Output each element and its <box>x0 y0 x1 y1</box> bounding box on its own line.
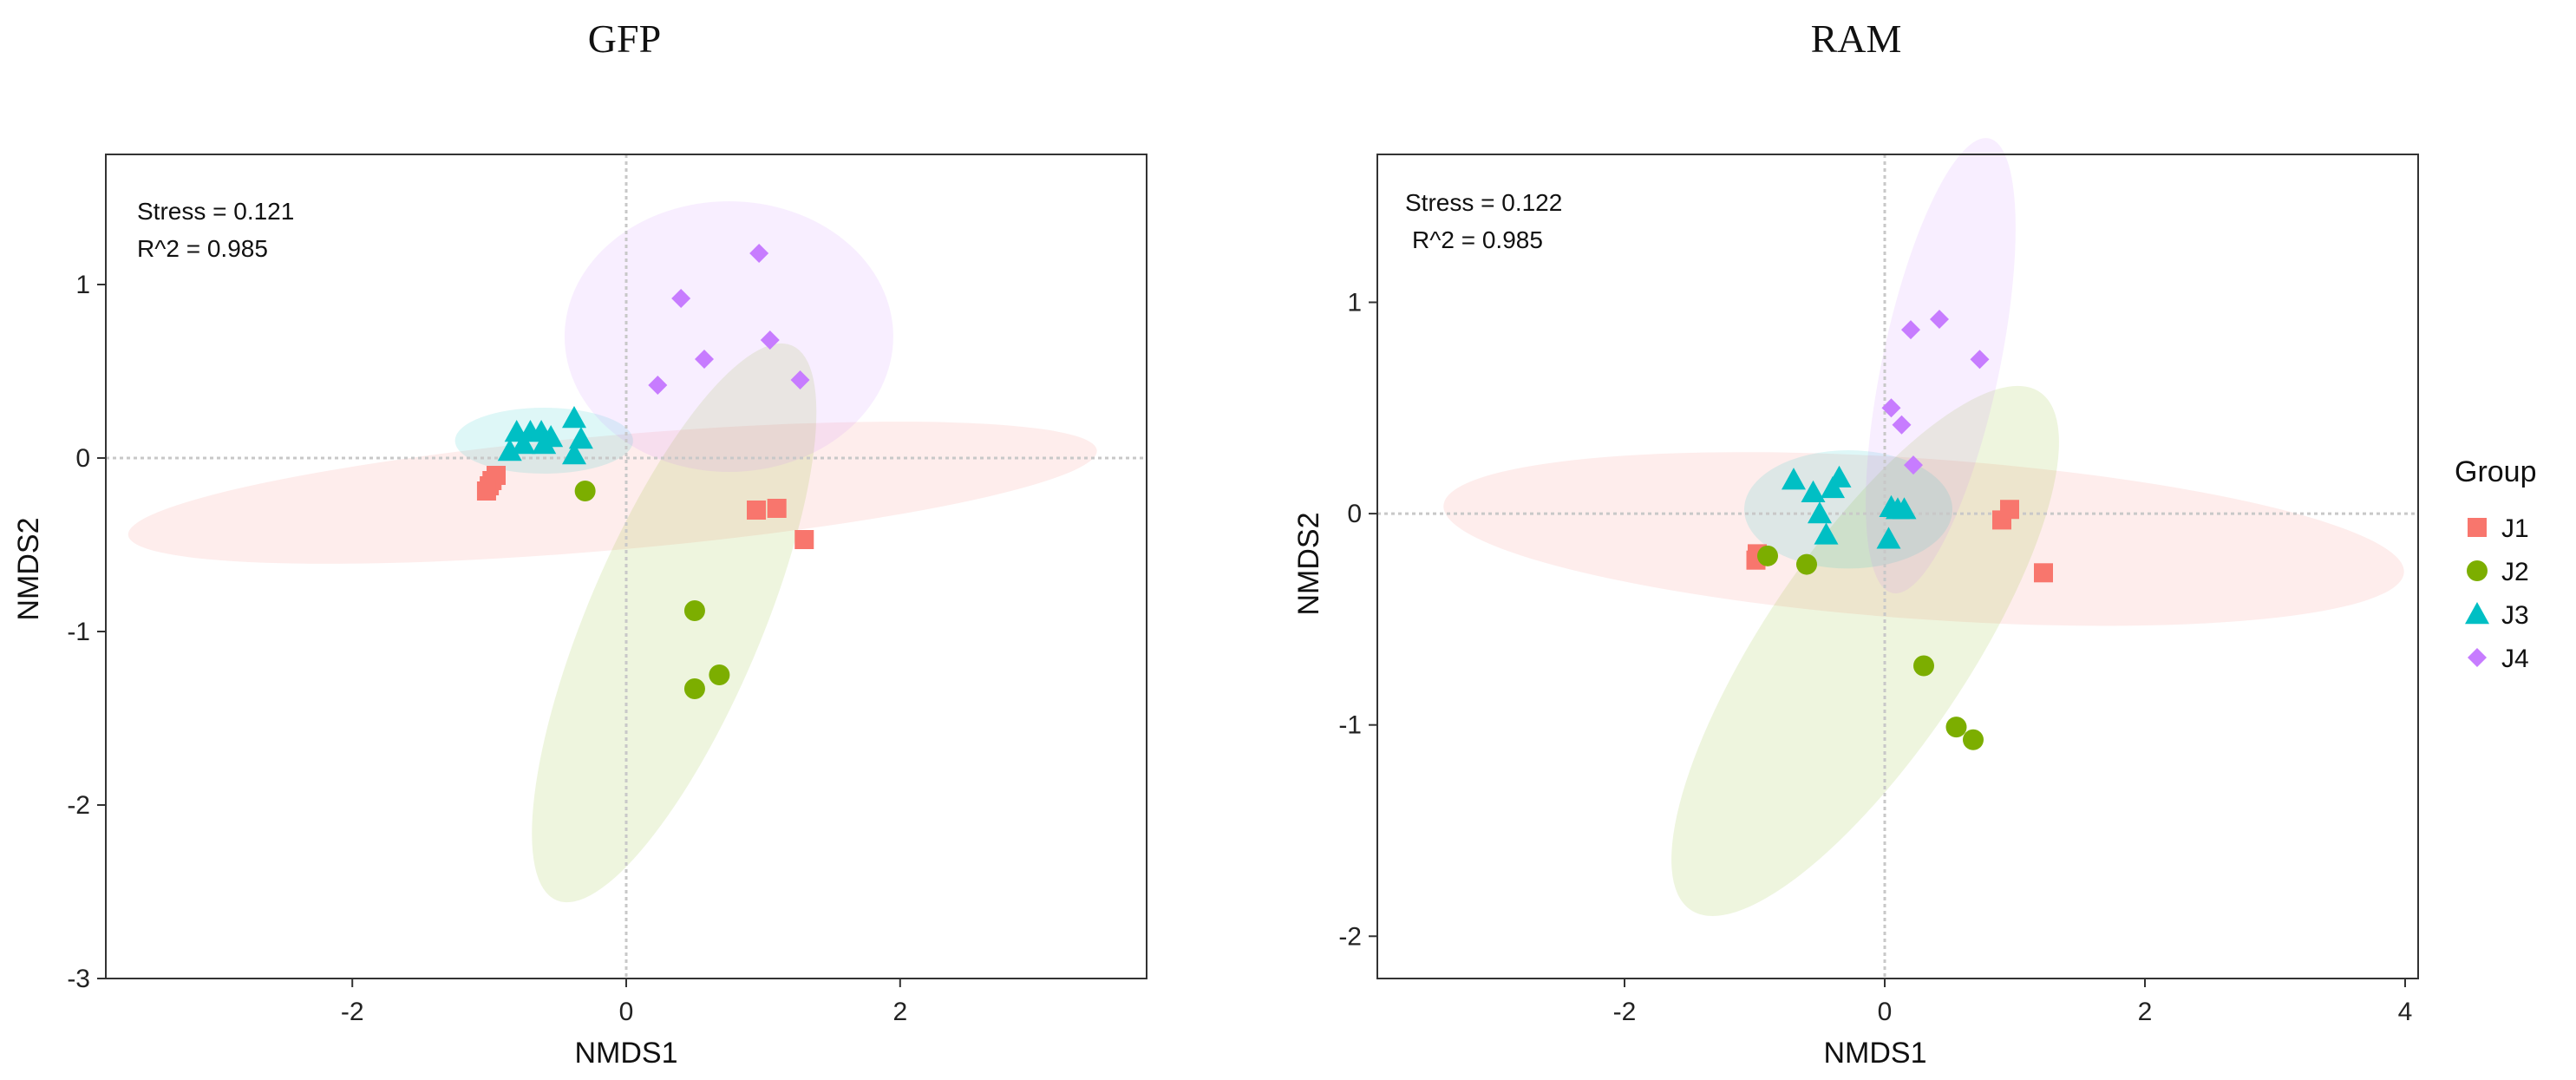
panel-gfp: GFP -2 0 2 -3 -2 -1 0 1 Stress = 0.121 R^2 = 0… <box>12 16 1147 1070</box>
legend-title: Group <box>2455 455 2537 488</box>
data-point-j4 <box>1901 320 1920 340</box>
data-point-j3 <box>562 442 586 465</box>
x-axis-ticks: -2 0 2 <box>341 979 907 1026</box>
data-point-j1 <box>794 530 814 549</box>
confidence-ellipse-j1 <box>127 422 1097 564</box>
y-axis-label: NMDS2 <box>1292 512 1325 615</box>
x-axis-ticks: -2 0 2 4 <box>1613 979 2413 1026</box>
data-point-j1 <box>747 501 766 520</box>
x-tick-label: 2 <box>892 998 907 1026</box>
data-point-j2 <box>709 664 730 685</box>
ellipse-layer <box>1443 138 2404 916</box>
legend-label-j1: J1 <box>2501 514 2529 543</box>
chart-title: GFP <box>588 16 661 61</box>
data-point-j3 <box>1782 468 1806 490</box>
y-tick-label: 1 <box>75 271 90 299</box>
data-point-j3 <box>568 427 593 449</box>
x-tick-label: -2 <box>1613 998 1637 1026</box>
legend-items: J1 J2 J3 J4 <box>2465 514 2529 673</box>
legend-key-j2 <box>2467 560 2488 581</box>
legend-label-j2: J2 <box>2501 558 2529 586</box>
y-axis-ticks: -2 -1 0 1 <box>1338 289 1377 951</box>
x-axis-label: NMDS1 <box>1823 1037 1926 1070</box>
x-tick-label: 4 <box>2398 998 2413 1026</box>
data-point-j2 <box>683 678 705 699</box>
data-point-j2 <box>1913 655 1934 677</box>
data-point-j3 <box>532 432 557 455</box>
data-point-j4 <box>760 331 780 350</box>
panel-ram: RAM -2 0 2 4 -2 -1 0 1 Stress = 0.122 R^2 = 0.… <box>1292 16 2419 1070</box>
y-tick-label: -3 <box>67 965 90 993</box>
data-point-j2 <box>1796 553 1817 575</box>
x-tick-label: 0 <box>619 998 634 1026</box>
r2-annotation: R^2 = 0.985 <box>1412 226 1543 253</box>
y-tick-label: 0 <box>75 444 90 473</box>
data-point-j3 <box>1886 497 1910 520</box>
x-tick-label: -2 <box>341 998 364 1026</box>
ellipse-layer <box>127 201 1097 903</box>
data-point-j4 <box>1904 455 1923 475</box>
data-point-j1 <box>2034 563 2053 583</box>
plot-frame <box>1376 154 2419 979</box>
data-point-j3 <box>1808 501 1832 524</box>
data-point-j4 <box>695 350 714 369</box>
stress-annotation: Stress = 0.122 <box>1405 189 1562 216</box>
y-tick-label: -2 <box>1338 922 1362 951</box>
data-point-j4 <box>1881 398 1901 418</box>
data-point-j2 <box>1757 545 1778 566</box>
data-point-j3 <box>497 439 522 461</box>
legend-label-j3: J3 <box>2501 601 2529 630</box>
data-point-j4 <box>749 244 769 263</box>
confidence-ellipse-j4 <box>1866 138 2016 594</box>
confidence-ellipse-j2 <box>532 343 817 903</box>
confidence-ellipse-j4 <box>564 201 893 472</box>
data-point-j4 <box>648 376 668 395</box>
data-point-j2 <box>1945 717 1967 738</box>
confidence-ellipse-j1 <box>1443 452 2404 626</box>
data-point-j3 <box>562 406 586 429</box>
y-tick-label: 1 <box>1347 289 1362 317</box>
points-layer <box>476 244 814 699</box>
data-point-j2 <box>574 481 596 501</box>
y-axis-ticks: -3 -2 -1 0 1 <box>67 271 106 993</box>
legend: Group J1 J2 J3 J4 <box>2455 455 2537 673</box>
r2-annotation: R^2 = 0.985 <box>137 235 268 262</box>
data-point-j4 <box>1892 415 1912 435</box>
data-point-j3 <box>1814 522 1839 545</box>
data-point-j2 <box>683 600 705 621</box>
data-point-j4 <box>671 289 691 308</box>
y-tick-label: -2 <box>67 791 90 820</box>
y-axis-label: NMDS2 <box>12 517 45 620</box>
x-tick-label: 2 <box>2138 998 2153 1026</box>
data-point-j4 <box>1930 310 1949 329</box>
y-tick-label: -1 <box>1338 711 1362 740</box>
legend-key-j3 <box>2465 602 2489 625</box>
data-point-j3 <box>511 432 536 455</box>
x-axis-label: NMDS1 <box>574 1037 677 1070</box>
data-point-j1 <box>476 481 496 501</box>
points-layer <box>1746 310 2053 750</box>
data-point-j1 <box>2000 500 2019 520</box>
legend-key-j4 <box>2468 648 2487 667</box>
y-tick-label: 0 <box>1347 500 1362 528</box>
data-point-j3 <box>1876 527 1901 549</box>
data-point-j1 <box>767 499 787 518</box>
x-tick-label: 0 <box>1878 998 1893 1026</box>
zero-lines <box>106 154 1147 979</box>
y-tick-label: -1 <box>67 618 90 646</box>
data-point-j4 <box>790 370 810 389</box>
legend-key-j1 <box>2468 518 2487 537</box>
stress-annotation: Stress = 0.121 <box>137 198 294 225</box>
data-point-j2 <box>1963 729 1984 750</box>
legend-label-j4: J4 <box>2501 645 2529 673</box>
data-point-j4 <box>1970 350 1990 370</box>
chart-title: RAM <box>1811 16 1902 61</box>
data-point-j3 <box>1801 480 1826 502</box>
data-point-j3 <box>1827 465 1852 488</box>
confidence-ellipse-j2 <box>1671 385 2059 916</box>
